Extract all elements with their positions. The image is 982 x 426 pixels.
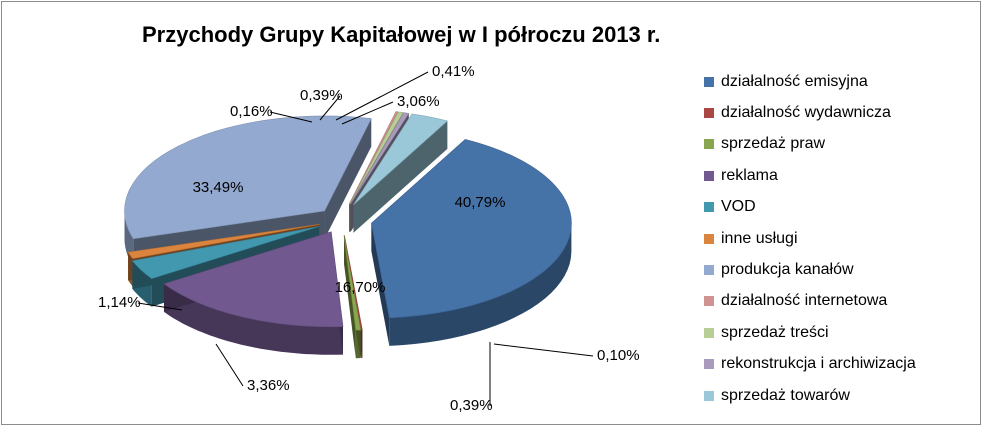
leader-line [269,111,313,123]
legend-swatch [704,265,714,276]
legend-label: działalność wydawnicza [721,104,891,122]
legend: działalność emisyjna działalność wydawnic… [704,66,974,411]
legend-label: sprzedaż treści [721,323,829,341]
legend-swatch [704,327,714,338]
legend-label: sprzedaż towarów [721,386,850,404]
pie-slice [131,226,319,279]
legend-swatch [704,76,714,87]
data-label: 0,16% [230,103,273,120]
data-label: 0,10% [597,347,640,364]
leader-line [319,95,341,121]
data-label: 0,41% [432,63,475,80]
data-label: 40,79% [455,194,506,211]
legend-swatch [704,139,714,150]
legend-label: VOD [721,198,756,216]
leader-line [215,343,244,387]
leader-line [137,302,183,311]
pie-slice [349,111,404,205]
legend-label: produkcja kanałów [721,261,854,279]
legend-swatch [704,390,714,401]
pie-slice [343,235,362,331]
legend-swatch [704,296,714,307]
leader-line [493,343,594,357]
leader-line [335,71,429,121]
legend-item: sprzedaż towarów [704,380,974,411]
legend-label: reklama [721,166,778,184]
legend-item: VOD [704,192,974,223]
legend-label: działalność emisyjna [721,72,868,90]
legend-swatch [704,108,714,119]
legend-swatch [704,233,714,244]
legend-label: sprzedaż praw [721,135,826,153]
legend-swatch [704,170,714,181]
pie-slice [348,111,399,205]
pie-slice [163,231,344,328]
data-label: 0,39% [300,87,343,104]
legend-label: działalność internetowa [721,292,888,310]
pie-slice-wall [324,118,372,239]
data-label: 3,06% [397,93,440,110]
data-label: 33,49% [193,179,244,196]
legend-item: rekonstrukcja i archiwizacja [704,349,974,380]
data-label: 3,36% [247,377,290,394]
legend-label: rekonstrukcja i archiwizacja [721,355,916,373]
pie-slice-side [389,224,572,346]
legend-item: działalność wydawnicza [704,97,974,128]
pie-slice [371,139,572,319]
pie-slice [344,235,363,331]
pie-slice-wall [343,235,356,359]
legend-item: inne usługi [704,223,974,254]
legend-item: reklama [704,160,974,191]
legend-label: inne usługi [721,229,798,247]
pie-slice [124,115,372,240]
pie-slice-wall [353,120,448,233]
pie-slice-wall [371,223,390,346]
chart-title: Przychody Grupy Kapitałowej w I półroczu… [142,22,661,47]
leader-line [341,101,394,125]
legend-item: działalność internetowa [704,286,974,317]
legend-item: produkcja kanałów [704,254,974,285]
pie-slice [350,112,410,205]
legend-swatch [704,359,714,370]
legend-item: sprzedaż treści [704,317,974,348]
data-label: 1,14% [98,294,141,311]
pie-slice [353,113,448,205]
pie-slice-wall [132,226,319,289]
data-label: 0,39% [450,397,493,414]
legend-item: sprzedaż praw [704,129,974,160]
legend-item: działalność emisyjna [704,66,974,97]
data-label: 16,70% [335,279,386,296]
legend-swatch [704,202,714,213]
pie-slice [127,224,320,259]
